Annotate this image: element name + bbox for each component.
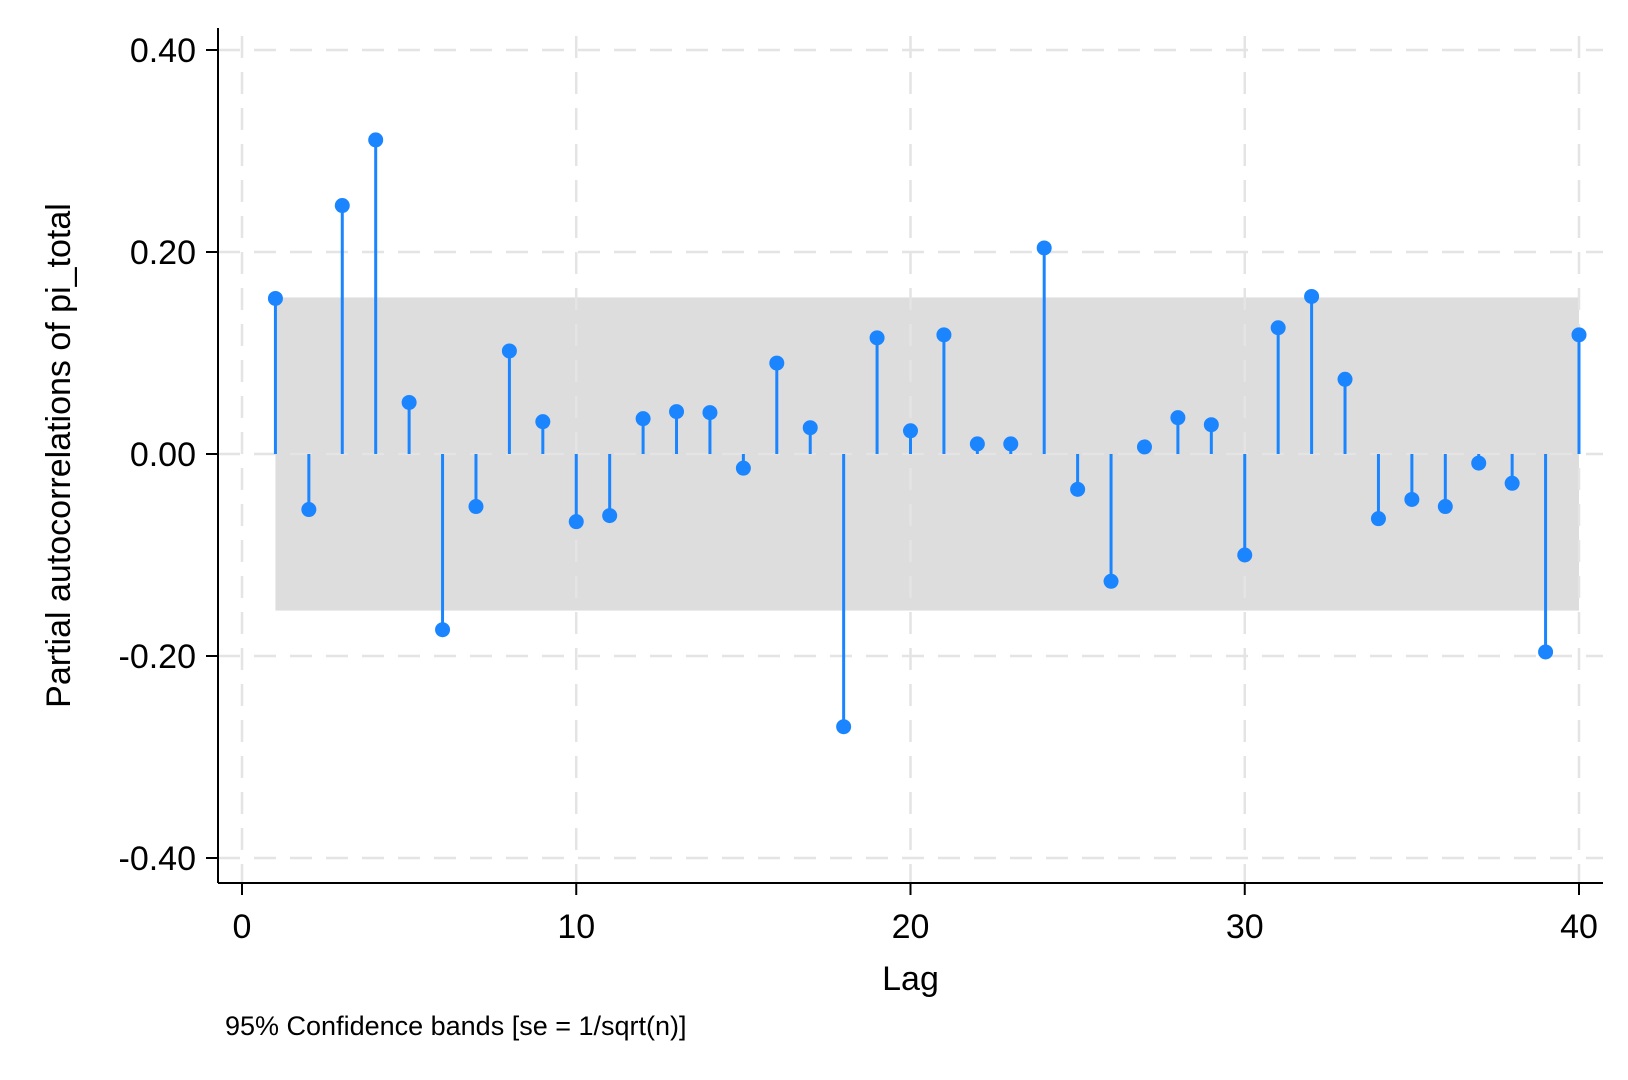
data-point — [735, 460, 751, 476]
data-point — [1170, 410, 1186, 426]
data-point — [568, 514, 584, 530]
data-point — [1203, 417, 1219, 433]
data-point — [903, 423, 918, 439]
data-point — [1003, 436, 1019, 452]
data-point — [1538, 644, 1554, 660]
data-point — [368, 132, 384, 148]
y-axis-title: Partial autocorrelations of pi_total — [40, 203, 78, 708]
x-tick-label: 20 — [892, 908, 930, 946]
x-tick-label: 40 — [1560, 908, 1598, 946]
x-axis-title: Lag — [882, 960, 939, 998]
data-point — [602, 508, 618, 524]
data-point — [1337, 371, 1353, 387]
data-point — [1103, 573, 1119, 589]
data-point — [1036, 240, 1052, 256]
data-point — [501, 343, 517, 359]
data-point — [1270, 320, 1286, 336]
y-axis-ticks: -0.40 -0.20 0.00 0.20 0.40 — [119, 32, 218, 878]
data-point — [1471, 455, 1487, 471]
data-point — [1370, 511, 1386, 527]
data-point — [1304, 288, 1320, 304]
data-point — [669, 404, 685, 420]
y-tick-label: -0.20 — [119, 638, 197, 676]
data-point — [267, 290, 283, 306]
x-tick-label: 30 — [1226, 908, 1264, 946]
data-point — [769, 355, 785, 371]
y-tick-label: 0.20 — [130, 234, 196, 272]
data-point — [1237, 547, 1253, 563]
data-point — [1437, 499, 1453, 515]
y-tick-label: -0.40 — [119, 840, 197, 878]
data-point — [401, 394, 417, 410]
data-point — [1070, 481, 1086, 497]
data-point — [802, 420, 818, 436]
data-point — [702, 405, 718, 421]
confidence-band — [275, 297, 1579, 611]
data-point — [1136, 439, 1152, 455]
data-point — [1504, 475, 1520, 491]
data-point — [936, 327, 952, 343]
data-point — [301, 502, 317, 518]
data-point — [1571, 327, 1587, 343]
x-axis-ticks: 0 10 20 30 40 — [233, 883, 1598, 946]
x-tick-label: 0 — [233, 908, 252, 946]
data-point — [468, 499, 484, 515]
data-point — [969, 436, 985, 452]
data-point — [869, 330, 885, 346]
data-point — [435, 622, 451, 638]
chart-note: 95% Confidence bands [se = 1/sqrt(n)] — [225, 1011, 687, 1041]
data-points — [267, 132, 1587, 735]
y-tick-label: 0.00 — [130, 436, 196, 474]
stem-lines — [273, 139, 1581, 727]
data-point — [635, 411, 651, 427]
data-point — [334, 198, 350, 214]
data-point — [836, 719, 852, 735]
y-tick-label: 0.40 — [130, 32, 196, 70]
data-point — [535, 414, 551, 430]
data-point — [1404, 491, 1420, 507]
x-tick-label: 10 — [557, 908, 595, 946]
